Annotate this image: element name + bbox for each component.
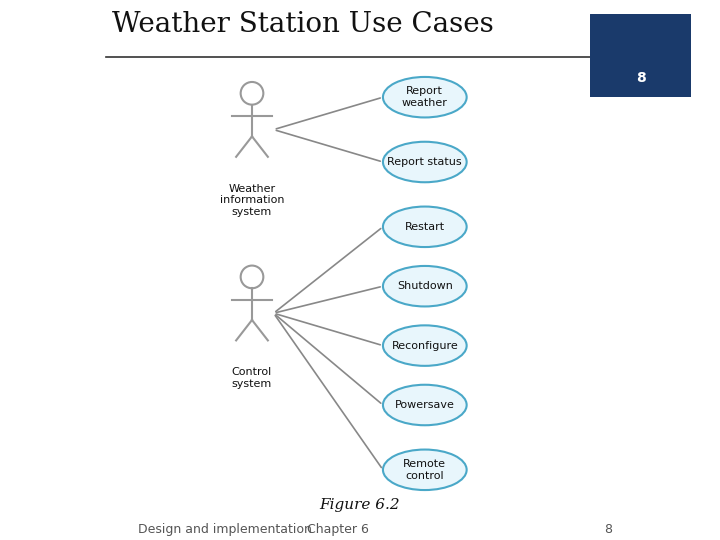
- Text: Report status: Report status: [387, 157, 462, 167]
- Ellipse shape: [383, 449, 467, 490]
- Ellipse shape: [383, 77, 467, 118]
- Ellipse shape: [383, 141, 467, 183]
- Text: Powersave: Powersave: [395, 400, 455, 410]
- Text: Restart: Restart: [405, 222, 445, 232]
- Text: Report
weather: Report weather: [402, 86, 448, 108]
- Text: Shutdown: Shutdown: [397, 281, 453, 291]
- Text: 8: 8: [604, 523, 613, 536]
- Text: 8: 8: [636, 71, 646, 85]
- Ellipse shape: [383, 266, 467, 307]
- Text: Figure 6.2: Figure 6.2: [320, 498, 400, 512]
- Ellipse shape: [383, 206, 467, 247]
- Ellipse shape: [383, 384, 467, 426]
- Text: Design and implementation: Design and implementation: [138, 523, 312, 536]
- Text: Remote
control: Remote control: [403, 459, 446, 481]
- Text: Weather
information
system: Weather information system: [220, 184, 284, 217]
- Text: Weather Station Use Cases: Weather Station Use Cases: [112, 11, 493, 38]
- Text: Chapter 6: Chapter 6: [307, 523, 369, 536]
- Ellipse shape: [383, 325, 467, 366]
- Text: Control
system: Control system: [232, 367, 272, 389]
- Text: Reconfigure: Reconfigure: [392, 341, 458, 350]
